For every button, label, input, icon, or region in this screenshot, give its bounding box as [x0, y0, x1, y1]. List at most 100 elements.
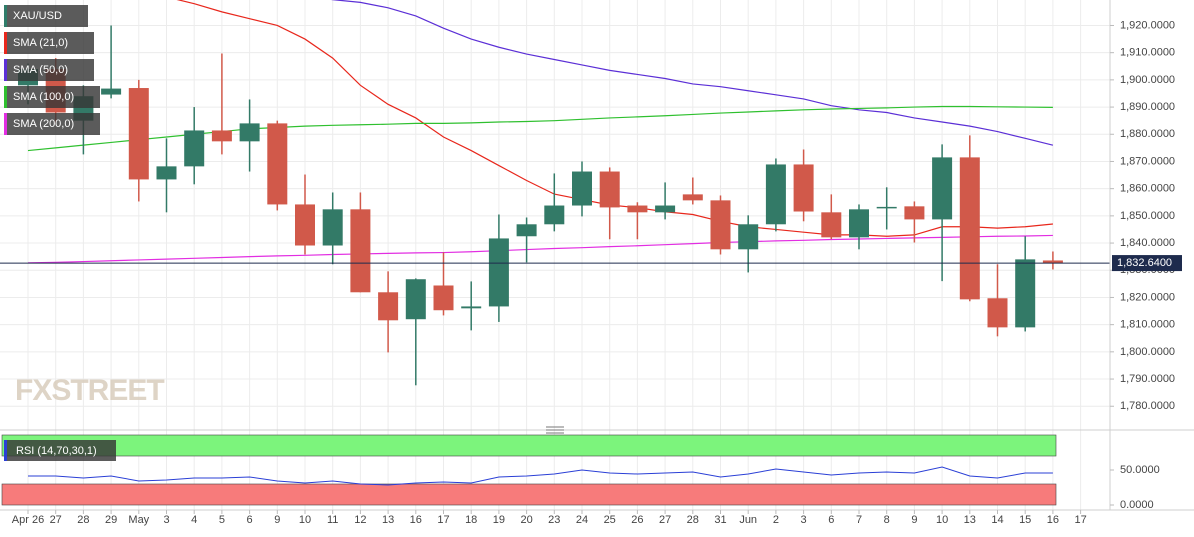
legend-label: SMA (100,0): [13, 91, 74, 103]
legend: XAU/USD SMA (21,0) SMA (50,0) SMA (100,0) SM…: [4, 5, 116, 461]
legend-swatch: [4, 5, 7, 27]
candle-body: [128, 88, 149, 180]
sma-line: [331, 0, 1054, 146]
candle-body: [1042, 260, 1063, 264]
x-tick-label: 6: [828, 514, 834, 526]
legend-item[interactable]: XAU/USD: [4, 5, 88, 27]
legend-item[interactable]: SMA (21,0): [4, 32, 94, 54]
x-tick-label: 11: [327, 514, 338, 526]
candle-body: [959, 157, 980, 300]
x-tick-label: 3: [163, 514, 169, 526]
x-tick-label: 17: [437, 514, 449, 526]
candle-body: [932, 157, 953, 220]
x-tick-label: 28: [77, 514, 89, 526]
y-tick-label: 1,810.0000: [1120, 319, 1175, 331]
legend-label: SMA (200,0): [13, 118, 74, 130]
x-tick-label: Jun: [739, 514, 757, 526]
x-tick-label: 20: [520, 514, 532, 526]
sma-line: [27, 234, 1053, 264]
y-tick-label: 1,820.0000: [1120, 291, 1175, 303]
y-tick-label: 1,780.0000: [1120, 400, 1175, 412]
x-tick-label: 6: [247, 514, 253, 526]
y-tick-label: 1,920.0000: [1120, 19, 1175, 31]
candle-body: [682, 194, 703, 201]
candle-body: [821, 212, 842, 238]
legend-item[interactable]: SMA (50,0): [4, 59, 94, 81]
x-tick-label: 13: [382, 514, 394, 526]
x-tick-label: 9: [274, 514, 280, 526]
candle-body: [267, 123, 288, 205]
candle-body: [765, 164, 786, 225]
x-tick-label: 10: [936, 514, 948, 526]
y-tick-label: 1,870.0000: [1120, 155, 1175, 167]
candle-body: [350, 209, 371, 293]
y-tick-label: 1,850.0000: [1120, 210, 1175, 222]
y-tick-label: 0.0000: [1120, 499, 1154, 511]
x-tick-label: 28: [687, 514, 699, 526]
rsi-panel: [1, 434, 1057, 506]
legend-item[interactable]: SMA (200,0): [4, 113, 100, 135]
x-tick-label: 19: [493, 514, 505, 526]
candle-body: [433, 285, 454, 311]
candle-body: [904, 206, 925, 220]
divider-grip[interactable]: [546, 426, 564, 434]
candle-body: [627, 205, 648, 213]
x-tick-label: 16: [410, 514, 422, 526]
x-tick-label: 25: [604, 514, 616, 526]
price-panel: FXSTREET: [0, 0, 1110, 407]
x-tick-label: 15: [1019, 514, 1031, 526]
rsi-line: [28, 466, 1053, 486]
x-tick-label: 8: [884, 514, 890, 526]
legend-swatch: [4, 440, 7, 461]
legend-item[interactable]: RSI (14,70,30,1): [4, 440, 116, 461]
x-tick-label: 27: [659, 514, 671, 526]
candle-body: [793, 164, 814, 212]
x-tick-label: 13: [964, 514, 976, 526]
x-tick-label: 16: [1047, 514, 1059, 526]
candle-body: [599, 171, 620, 208]
legend-box: [4, 5, 88, 27]
candle-body: [156, 166, 177, 180]
legend-item[interactable]: SMA (100,0): [4, 86, 100, 108]
candle-body: [987, 298, 1008, 328]
y-tick-label: 1,890.0000: [1120, 101, 1175, 113]
sma-line: [176, 0, 1053, 237]
x-tick-label: 5: [219, 514, 225, 526]
y-tick-label: 1,900.0000: [1120, 74, 1175, 86]
y-tick-label: 50.0000: [1120, 464, 1160, 476]
legend-swatch: [4, 32, 7, 54]
candle-body: [322, 209, 343, 246]
x-tick-label: May: [128, 514, 149, 526]
x-tick-label: 2: [773, 514, 779, 526]
x-tick-label: 10: [299, 514, 311, 526]
last-price-label: 1,832.6400: [1117, 257, 1172, 269]
candle-body: [405, 279, 426, 320]
watermark: FXSTREET: [15, 374, 164, 407]
legend-label: SMA (21,0): [13, 37, 68, 49]
candle-body: [516, 224, 537, 237]
candle-body: [876, 206, 897, 209]
legend-label: XAU/USD: [13, 10, 62, 22]
y-tick-label: 1,880.0000: [1120, 128, 1175, 140]
x-tick-label: 27: [50, 514, 62, 526]
x-tick-label: Apr 26: [12, 514, 44, 526]
x-tick-label: 14: [991, 514, 1003, 526]
x-tick-label: 26: [631, 514, 643, 526]
candle-body: [544, 205, 565, 225]
candle-body: [710, 200, 731, 250]
x-tick-label: 31: [714, 514, 726, 526]
legend-box: [4, 440, 116, 461]
candle-body: [378, 292, 399, 321]
candle-body: [211, 130, 232, 142]
x-tick-label: 23: [548, 514, 560, 526]
y-tick-label: 1,860.0000: [1120, 183, 1175, 195]
x-tick-label: 3: [801, 514, 807, 526]
last-price-box: [1112, 255, 1182, 272]
legend-box: [4, 32, 94, 54]
legend-swatch: [4, 86, 7, 108]
x-tick-label: 17: [1074, 514, 1086, 526]
candle-body: [461, 306, 482, 309]
y-tick-label: 1,840.0000: [1120, 237, 1175, 249]
y-tick-label: 1,790.0000: [1120, 373, 1175, 385]
